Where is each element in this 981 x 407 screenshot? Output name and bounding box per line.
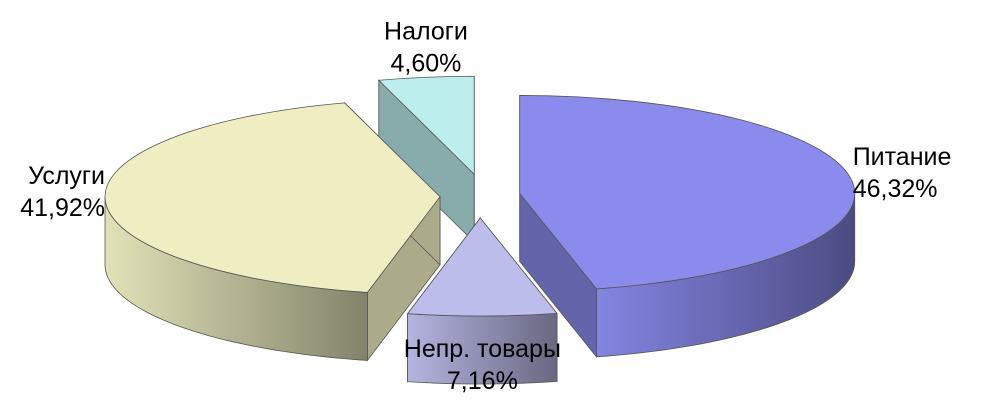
slice-label: Непр. товары bbox=[404, 335, 561, 363]
slice-label: Услуги bbox=[28, 162, 105, 190]
slice-label: Питание bbox=[853, 143, 952, 171]
slice-top bbox=[104, 102, 441, 293]
slice-value-label: 46,32% bbox=[853, 175, 938, 203]
slice-label: Налоги bbox=[384, 18, 468, 46]
pie-slice bbox=[406, 216, 558, 385]
slice-value-label: 4,60% bbox=[391, 50, 462, 78]
slice-value-label: 41,92% bbox=[20, 194, 105, 222]
slice-value-label: 7,16% bbox=[447, 367, 518, 395]
slice-top bbox=[519, 95, 856, 290]
slice-top bbox=[406, 217, 558, 317]
slice-top bbox=[377, 75, 475, 176]
pie-slice bbox=[104, 101, 441, 362]
pie-slice bbox=[377, 75, 475, 244]
pie-slice bbox=[519, 95, 856, 358]
